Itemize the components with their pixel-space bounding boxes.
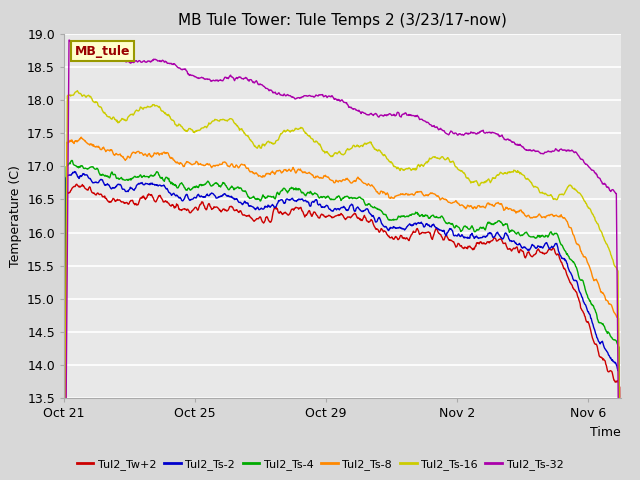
Tul2_Ts-32: [118, 58, 125, 63]
Text: MB_tule: MB_tule: [75, 45, 131, 58]
Tul2_Ts-32: [443, 131, 451, 137]
Tul2_Ts-2: [505, 236, 513, 242]
Tul2_Ts-8: [118, 153, 125, 158]
Tul2_Ts-16: [306, 133, 314, 139]
Tul2_Ts-16: [74, 88, 81, 94]
Tul2_Tw+2: [505, 246, 513, 252]
Tul2_Ts-4: [495, 218, 502, 224]
Tul2_Ts-16: [505, 169, 513, 175]
Line: Tul2_Ts-32: Tul2_Ts-32: [64, 40, 621, 480]
Line: Tul2_Ts-4: Tul2_Ts-4: [64, 160, 621, 480]
Tul2_Tw+2: [443, 233, 451, 239]
Tul2_Tw+2: [306, 208, 314, 214]
Tul2_Ts-16: [443, 156, 451, 162]
X-axis label: Time: Time: [590, 426, 621, 439]
Tul2_Ts-8: [306, 170, 314, 176]
Tul2_Ts-32: [505, 137, 513, 143]
Tul2_Tw+2: [495, 237, 502, 242]
Tul2_Ts-32: [286, 93, 294, 98]
Tul2_Ts-8: [495, 201, 502, 206]
Line: Tul2_Ts-16: Tul2_Ts-16: [64, 91, 621, 480]
Tul2_Ts-4: [118, 175, 125, 180]
Tul2_Tw+2: [118, 199, 125, 205]
Tul2_Tw+2: [73, 181, 81, 187]
Tul2_Ts-2: [495, 231, 502, 237]
Tul2_Ts-2: [71, 168, 79, 174]
Line: Tul2_Ts-8: Tul2_Ts-8: [64, 137, 621, 480]
Tul2_Ts-4: [68, 157, 76, 163]
Title: MB Tule Tower: Tule Temps 2 (3/23/17-now): MB Tule Tower: Tule Temps 2 (3/23/17-now…: [178, 13, 507, 28]
Tul2_Ts-2: [306, 203, 314, 209]
Tul2_Ts-32: [65, 37, 73, 43]
Tul2_Ts-16: [286, 129, 294, 134]
Tul2_Ts-2: [286, 197, 294, 203]
Tul2_Ts-8: [443, 197, 451, 203]
Tul2_Ts-8: [77, 134, 85, 140]
Tul2_Ts-16: [495, 172, 502, 178]
Tul2_Ts-4: [443, 220, 451, 226]
Y-axis label: Temperature (C): Temperature (C): [8, 165, 22, 267]
Tul2_Ts-4: [306, 190, 314, 196]
Tul2_Ts-32: [495, 132, 502, 138]
Tul2_Ts-32: [306, 93, 314, 98]
Line: Tul2_Tw+2: Tul2_Tw+2: [64, 184, 621, 480]
Line: Tul2_Ts-2: Tul2_Ts-2: [64, 171, 621, 480]
Tul2_Ts-8: [286, 167, 294, 173]
Tul2_Ts-2: [443, 230, 451, 236]
Tul2_Ts-8: [505, 206, 513, 212]
Tul2_Tw+2: [286, 211, 294, 217]
Tul2_Ts-16: [118, 117, 125, 122]
Tul2_Ts-4: [505, 227, 513, 232]
Tul2_Ts-2: [118, 183, 125, 189]
Tul2_Ts-4: [286, 186, 294, 192]
Legend: Tul2_Tw+2, Tul2_Ts-2, Tul2_Ts-4, Tul2_Ts-8, Tul2_Ts-16, Tul2_Ts-32: Tul2_Tw+2, Tul2_Ts-2, Tul2_Ts-4, Tul2_Ts…: [72, 455, 568, 474]
